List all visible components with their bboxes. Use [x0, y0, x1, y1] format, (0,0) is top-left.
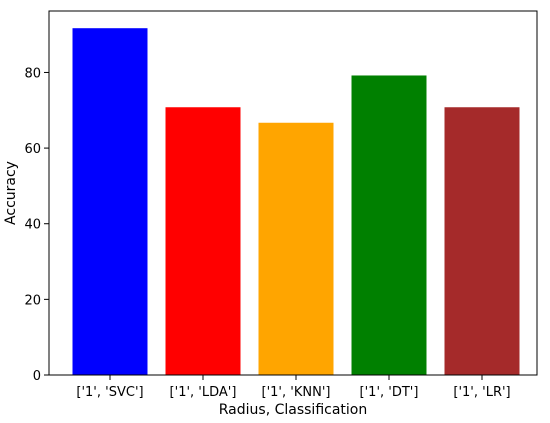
x-tick-label-4: ['1', 'LR']: [453, 385, 510, 400]
bar-1: [165, 107, 241, 375]
x-axis-label: Radius, Classification: [219, 402, 367, 418]
y-tick-label-0: 0: [33, 369, 41, 384]
bars-group: [72, 28, 520, 376]
x-tick-label-0: ['1', 'SVC']: [76, 385, 143, 400]
y-tick-label-1: 20: [24, 293, 41, 308]
x-tick-label-2: ['1', 'KNN']: [262, 385, 331, 400]
bar-4: [444, 107, 520, 375]
y-tick-label-3: 60: [24, 142, 41, 157]
y-tick-label-4: 80: [24, 66, 41, 81]
x-tick-label-3: ['1', 'DT']: [360, 385, 419, 400]
y-axis-ticks: 0 20 40 60 80: [24, 66, 49, 384]
x-axis-ticks: ['1', 'SVC'] ['1', 'LDA'] ['1', 'KNN'] ['1'…: [76, 375, 511, 400]
bar-3: [351, 75, 427, 375]
bar-0: [72, 28, 148, 375]
bar-2: [258, 122, 334, 376]
y-tick-label-2: 40: [24, 218, 41, 233]
x-tick-label-1: ['1', 'LDA']: [170, 385, 237, 400]
axes-frame: [48, 10, 538, 376]
y-axis-label: Accuracy: [3, 161, 19, 225]
